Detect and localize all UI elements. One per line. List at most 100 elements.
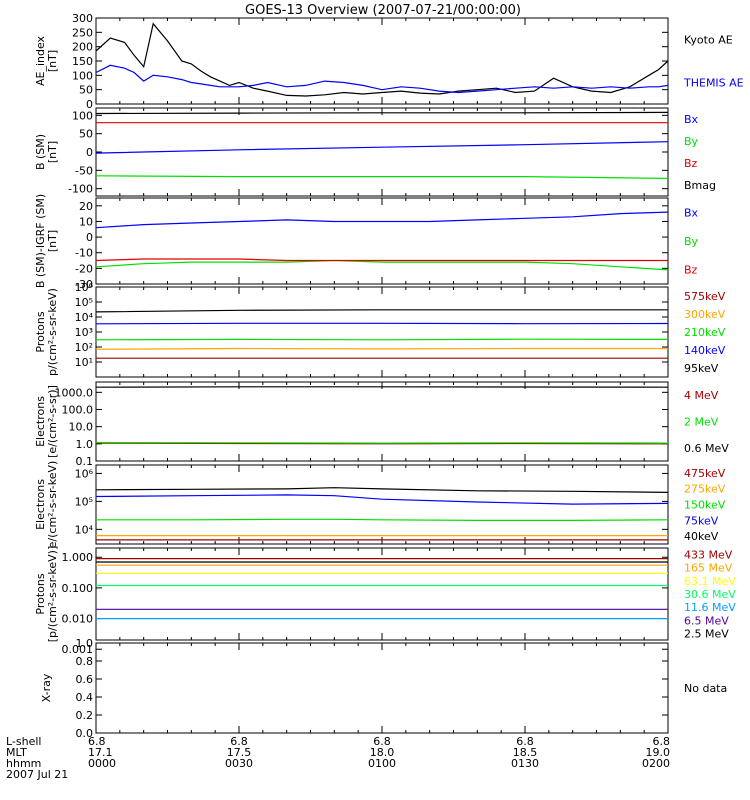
y-tick-label: 20 — [79, 200, 93, 213]
panel-frame — [95, 197, 669, 285]
y-tick-label: 200 — [72, 41, 93, 54]
y-tick-label: 10⁴ — [75, 523, 94, 536]
y-axis-label: B (SM)-IGRF (SM) — [34, 194, 47, 288]
y-tick-label: 0 — [86, 231, 93, 244]
legend-entry: By — [684, 135, 699, 148]
legend-entry: 140keV — [684, 344, 726, 357]
series-line — [95, 22, 669, 97]
series-line — [95, 442, 669, 445]
legend-entry: 6.5 MeV — [684, 614, 729, 627]
y-tick-label: 10⁴ — [75, 311, 94, 324]
bottom-tick-label: 0030 — [225, 757, 253, 770]
series-line — [95, 258, 668, 262]
y-tick-label: 0.0 — [76, 727, 94, 740]
series-line — [95, 441, 669, 444]
y-tick-label: 0.8 — [76, 655, 94, 668]
legend-entry: 40keV — [684, 530, 719, 543]
legend-entry: 75keV — [684, 514, 719, 527]
bottom-tick-label: 0100 — [368, 757, 396, 770]
y-tick-label: 300 — [72, 12, 93, 25]
y-tick-label: 150 — [72, 55, 93, 68]
panel-frame — [95, 381, 669, 462]
legend-entry: Bx — [684, 206, 699, 219]
y-axis-label: e/(cm²-s-sr-keV) — [46, 461, 59, 549]
y-tick-label: 0 — [86, 146, 93, 159]
legend-entry: 165 MeV — [684, 562, 733, 575]
y-tick-label: -100 — [68, 183, 93, 196]
y-tick-label: 50 — [79, 128, 93, 141]
bottom-tick-label: 6.8 — [653, 735, 671, 748]
panel-4: 10¹ 10² 10³ 10⁴ 10⁵ 10⁶ Protons p/(cm²-s-sr-keV… — [34, 281, 726, 378]
legend-entry: 4 MeV — [684, 389, 719, 402]
y-tick-label: 10² — [75, 341, 93, 354]
legend-entry: By — [684, 235, 699, 248]
y-tick-label: -50 — [75, 164, 93, 177]
bottom-tick-label: 6.8 — [373, 735, 391, 748]
y-tick-label: 0.010 — [62, 613, 94, 626]
legend-entry: Bz — [684, 264, 698, 277]
panel-8: 0.0 0.2 0.4 0.6 0.8 1.0 X-ray No data — [40, 637, 727, 740]
y-tick-label: 10⁵ — [75, 495, 93, 508]
y-tick-label: 0.1 — [76, 455, 94, 468]
y-axis-label: Electrons — [34, 479, 47, 530]
legend-entry: Kyoto AE — [684, 34, 733, 47]
y-axis-label: p/(cm²-s-sr-keV) — [46, 288, 59, 376]
y-axis-label: Electrons — [34, 396, 47, 447]
bottom-tick-label: 18.5 — [513, 746, 538, 759]
y-axis-label: Protons — [34, 311, 47, 352]
y-axis-label: B (SM) — [34, 134, 47, 170]
legend-entry: Bz — [684, 157, 698, 170]
y-tick-label: 0.4 — [76, 691, 94, 704]
y-axis-label: [p/(cm²-s-sr-keV)] — [46, 546, 59, 643]
y-tick-label: -10 — [75, 247, 93, 260]
legend-entry: 210keV — [684, 326, 726, 339]
bottom-row-label: 2007 Jul 21 — [6, 768, 68, 781]
y-axis-label: [nT] — [46, 141, 59, 163]
legend-entry: 11.6 MeV — [684, 601, 736, 614]
bottom-row-label: L-shell — [6, 735, 42, 748]
panel-2: -100 -50 0 50 100 B (SM) [nT] Bx By Bz Bmag — [34, 107, 716, 197]
y-axis-label: Protons — [34, 573, 47, 614]
y-tick-label: 10.0 — [69, 421, 94, 434]
legend-entry: 150keV — [684, 499, 726, 512]
y-tick-label: 1.000 — [62, 551, 94, 564]
legend-entry: 95keV — [684, 362, 719, 375]
panel-6: 10⁴ 10⁵ 10⁶ Electrons e/(cm²-s-sr-keV) 475keV… — [34, 461, 726, 549]
series-line — [96, 518, 669, 522]
legend-entry: 433 MeV — [684, 549, 733, 562]
legend-entry: 275keV — [684, 483, 726, 496]
y-tick-label: 10⁶ — [75, 281, 94, 294]
legend-entry: Bmag — [684, 179, 716, 192]
y-tick-label: 10 — [79, 215, 93, 228]
panel-frame — [95, 642, 669, 734]
bottom-row-label: hhmm — [6, 757, 41, 770]
series-line — [95, 175, 669, 179]
legend-entry: Bx — [684, 113, 699, 126]
figure-title: GOES-13 Overview (2007-07-21/00:00:00) — [245, 3, 521, 18]
y-axis-label: [nT] — [46, 50, 59, 72]
legend-entry: THEMIS AE — [683, 77, 744, 90]
panel-5: 0.1 1.0 10.0 100.0 1000.0 Electrons [e/(cm²-s-… — [34, 381, 729, 468]
legend-entry: 0.6 MeV — [684, 442, 729, 455]
panel-frame — [95, 107, 669, 197]
bottom-tick-label: 0200 — [642, 757, 670, 770]
panel-frame — [95, 286, 669, 378]
y-axis-label: [nT] — [46, 230, 59, 252]
y-tick-label: 100.0 — [62, 404, 94, 417]
series-line — [95, 487, 669, 493]
bottom-tick-label: 6.8 — [88, 735, 106, 748]
y-tick-label: -20 — [75, 262, 93, 275]
y-tick-label: 10³ — [75, 326, 93, 339]
bottom-tick-label: 17.1 — [88, 746, 113, 759]
y-tick-label: 1.0 — [76, 637, 94, 650]
series-line — [95, 259, 669, 271]
y-tick-label: 0.100 — [62, 582, 94, 595]
y-tick-label: 100 — [72, 109, 93, 122]
series-line — [95, 338, 669, 341]
bottom-tick-label: 6.8 — [230, 735, 248, 748]
y-tick-label: 250 — [72, 26, 93, 39]
bottom-tick-label: 0130 — [511, 757, 539, 770]
series-line — [95, 347, 668, 350]
